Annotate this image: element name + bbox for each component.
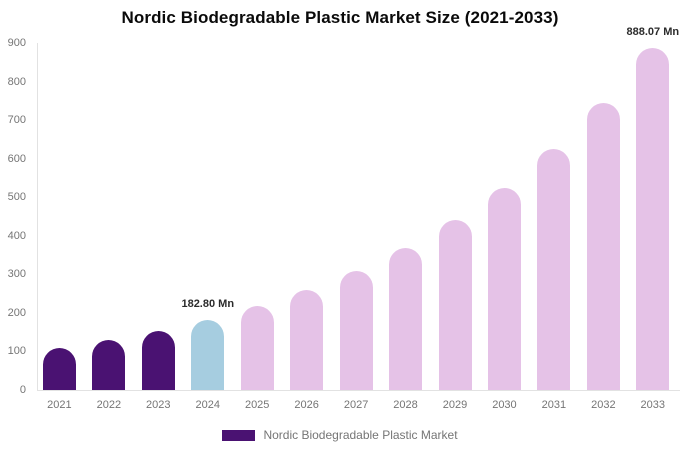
y-tick-label: 100: [7, 345, 26, 358]
x-tick-label: 2021: [47, 399, 72, 411]
x-tick-label: 2022: [96, 399, 122, 411]
bar-2022: [92, 340, 126, 390]
bar-2032: [586, 102, 620, 390]
bar-2026: [290, 289, 324, 390]
x-tick-label: 2024: [195, 399, 220, 411]
y-tick-label: 0: [19, 384, 26, 396]
bar-2025: [240, 305, 274, 390]
bar-2028: [389, 247, 423, 390]
bar-2033: [636, 47, 670, 390]
legend-swatch: [222, 429, 256, 441]
bar-2024: [191, 319, 225, 390]
x-tick-label: 2033: [640, 399, 666, 411]
x-tick-label: 2032: [591, 399, 616, 411]
chart-title: Nordic Biodegradable Plastic Market Size…: [121, 8, 559, 27]
x-tick-label: 2029: [442, 399, 468, 411]
bar-2027: [339, 270, 373, 390]
x-tick-label: 2023: [146, 399, 171, 411]
bar-2021: [42, 348, 76, 390]
x-tick-label: 2030: [492, 399, 517, 411]
y-tick-label: 200: [7, 306, 26, 319]
x-axis-line: [37, 390, 680, 391]
y-tick-label: 600: [7, 152, 26, 165]
bar-2023: [141, 330, 175, 390]
y-tick-label: 300: [7, 268, 26, 281]
x-tick-label: 2026: [294, 399, 319, 411]
bar-2031: [537, 149, 571, 390]
x-tick-label: 2025: [244, 399, 270, 411]
bar-2029: [438, 220, 472, 390]
value-annotation-2033: 888.07 Mn: [626, 25, 680, 38]
x-tick-label: 2028: [393, 399, 418, 411]
bar-2030: [487, 187, 521, 390]
y-tick-label: 900: [7, 37, 26, 49]
y-tick-label: 700: [7, 114, 26, 127]
y-tick-label: 800: [7, 75, 26, 88]
y-tick-label: 400: [7, 229, 26, 242]
value-annotation-2024: 182.80 Mn: [181, 297, 235, 310]
y-tick-label: 500: [7, 191, 26, 204]
x-tick-label: 2031: [541, 399, 567, 411]
x-tick-label: 2027: [343, 399, 369, 411]
legend: Nordic Biodegradable Plastic Market: [0, 427, 680, 443]
legend-label: Nordic Biodegradable Plastic Market: [263, 428, 458, 442]
y-axis-line: [37, 43, 38, 390]
